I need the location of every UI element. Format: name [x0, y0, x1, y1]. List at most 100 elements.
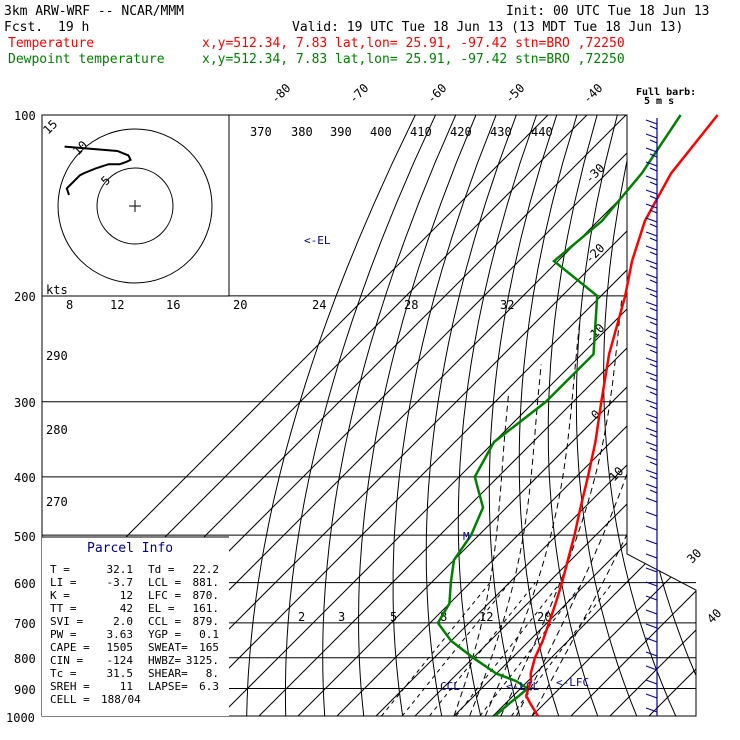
parcel-row-value: 881.	[193, 576, 220, 589]
hodograph-speed-scale: kts 8 12 16 20 24 28 32	[46, 283, 514, 312]
pressure-label-400: 400	[14, 471, 36, 485]
wind-barb	[649, 307, 658, 312]
parcel-row-label: Td =	[148, 563, 175, 576]
pressure-label-200: 200	[14, 290, 36, 304]
mixing-ratio-labels: 2 3 5 8 12 20	[298, 610, 551, 624]
parcel-row-value: -124	[107, 654, 134, 667]
wind-barb	[645, 707, 658, 713]
dewpoint-profile	[436, 114, 682, 717]
wind-barb	[645, 147, 658, 153]
wind-barb	[645, 455, 658, 461]
parcel-row-label: SWEAT=	[148, 641, 188, 654]
mixing-label-8: 8	[440, 610, 447, 624]
wind-barb	[645, 525, 658, 531]
theta-labels: 370 380 390 400 410 420 430 440 290 280 …	[46, 125, 553, 509]
wind-barb	[649, 265, 658, 270]
parcel-row-label: T =	[50, 563, 70, 576]
parcel-row-label: Tc =	[50, 667, 77, 680]
parcel-row-label: LAPSE=	[148, 680, 188, 693]
isotherm-line	[453, 115, 696, 716]
parcel-row-value: 188/04	[101, 693, 141, 706]
wind-barb	[645, 595, 658, 601]
wind-barb	[645, 399, 658, 405]
mixing-label-3: 3	[338, 610, 345, 624]
mixing-ratio-line	[401, 582, 510, 716]
dry-adiabat-line	[680, 115, 696, 716]
parcel-row-value: 31.5	[107, 667, 134, 680]
wind-barb	[645, 679, 658, 685]
wind-barb	[649, 489, 658, 494]
lfc-marker: <-LFC	[556, 676, 589, 689]
parcel-row-label: SVI =	[50, 615, 83, 628]
theta-label-440: 440	[531, 125, 553, 139]
theta-label-280: 280	[46, 423, 68, 437]
speed-label-12: 12	[110, 298, 124, 312]
wind-barb	[645, 133, 658, 139]
dry-adiabat-line	[729, 115, 740, 716]
wind-barb	[645, 427, 658, 433]
speed-axis-label: kts	[46, 283, 68, 297]
parcel-row-label: LCL =	[148, 576, 181, 589]
wind-barb	[649, 405, 658, 410]
isotherm-line	[180, 115, 696, 716]
speed-label-16: 16	[166, 298, 180, 312]
wind-barb	[645, 497, 658, 503]
isotherm-label-m40: -40	[580, 81, 605, 106]
wind-barb	[645, 511, 658, 517]
wind-barb	[649, 363, 658, 368]
wind-barb	[649, 279, 658, 284]
wind-barb	[645, 665, 658, 671]
pressure-label-500: 500	[14, 530, 36, 544]
parcel-row-value: 161.	[193, 602, 220, 615]
wind-barb	[645, 259, 658, 265]
mixing-label-12: 12	[479, 610, 493, 624]
isotherm-line	[492, 115, 696, 716]
wind-barb	[645, 385, 658, 391]
parcel-row-value: 12	[120, 589, 133, 602]
theta-label-410: 410	[410, 125, 432, 139]
isotherm-line	[258, 115, 696, 716]
parcel-row-value: -3.7	[107, 576, 134, 589]
mixing-ratio-line	[455, 582, 561, 716]
parcel-row-value: 8.	[206, 667, 219, 680]
parcel-row-value: 2.0	[113, 615, 133, 628]
wind-barb	[645, 329, 658, 335]
hodograph-ring-5	[96, 167, 174, 245]
parcel-row-label: LI =	[50, 576, 77, 589]
wind-barb	[645, 651, 658, 657]
parcel-row-value: 3.63	[107, 628, 134, 641]
speed-label-20: 20	[233, 298, 247, 312]
parcel-row-label: HWBZ=	[148, 654, 181, 667]
isotherm-label-m20: -20	[582, 241, 607, 266]
dry-adiabat-line	[284, 115, 436, 716]
isotherm-line	[375, 115, 696, 716]
dry-adiabat-line	[457, 115, 537, 716]
wind-barb	[645, 343, 658, 349]
isotherm-label-m30: -30	[582, 161, 607, 186]
wind-barb	[645, 637, 658, 643]
mixing-label-2: 2	[298, 610, 305, 624]
legend-dewpoint: Dewpoint temperature	[8, 52, 165, 67]
parcel-row-label: EL =	[148, 602, 175, 615]
parcel-row-value: 32.1	[107, 563, 134, 576]
theta-label-390: 390	[330, 125, 352, 139]
dry-adiabat-line	[705, 115, 740, 716]
theta-label-370: 370	[250, 125, 272, 139]
parcel-row-value: 165	[199, 641, 219, 654]
isotherm-label-m60: -60	[424, 81, 449, 106]
theta-label-420: 420	[450, 125, 472, 139]
level-annotations: <-EL CCL <-LCL <-LFC M	[304, 234, 589, 693]
forecast-label: Fcst.	[4, 20, 43, 35]
dry-adiabat-line	[518, 115, 578, 716]
wind-barb	[645, 623, 658, 629]
moist-adiabat-line	[515, 295, 669, 716]
theta-label-380: 380	[291, 125, 313, 139]
wind-barb	[649, 125, 658, 130]
wind-barb	[649, 433, 658, 438]
isotherm-label-m80: -80	[268, 81, 293, 106]
wind-barb	[649, 209, 658, 214]
parcel-row-label: SHEAR=	[148, 667, 188, 680]
wind-barb	[649, 139, 658, 144]
isotherm-line	[219, 115, 696, 716]
